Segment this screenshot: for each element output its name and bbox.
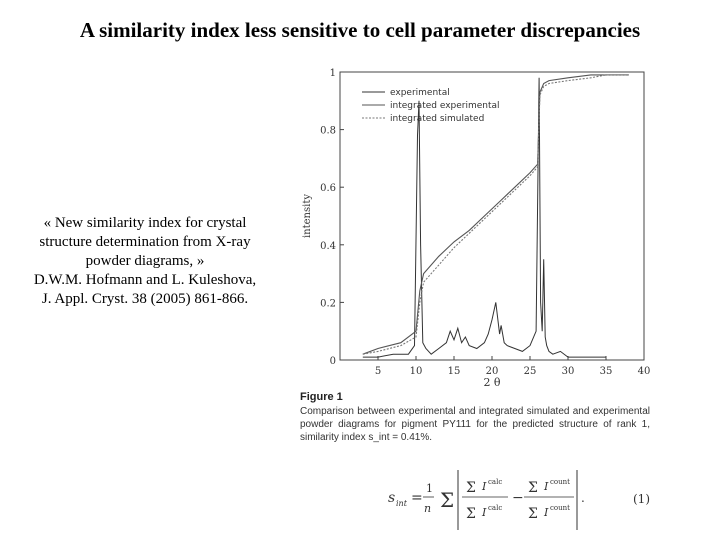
figure-chart: 5 10 15 20 25 30 35 40 0 0.2 0.4 0.6 0.8 1 2 θ intensit… (302, 68, 650, 530)
citation-line: structure determination from X-ray (39, 234, 251, 250)
svg-text:=: = (411, 490, 423, 506)
svg-text:I: I (481, 506, 487, 519)
x-tick-label: 15 (448, 366, 461, 377)
similarity-formula: s int = 1 n Σ Σ I calc Σ I calc − Σ I co… (388, 470, 585, 530)
plot-area: 5 10 15 20 25 30 35 40 0 0.2 0.4 0.6 0.8 1 2 θ intensit… (302, 68, 650, 389)
x-tick-label: 30 (562, 366, 575, 377)
citation-line: J. Appl. Cryst. 38 (2005) 861-866. (41, 291, 249, 307)
svg-text:−: − (512, 490, 524, 506)
svg-text:1: 1 (426, 482, 433, 495)
svg-text:I: I (481, 480, 487, 493)
svg-text:Σ: Σ (440, 488, 454, 512)
plot-frame (339, 71, 645, 361)
x-tick-label: 40 (638, 366, 651, 377)
svg-text:Σ: Σ (528, 506, 538, 522)
citation: « New similarity index for crystal struc… (14, 214, 276, 309)
svg-text:Σ: Σ (466, 480, 476, 496)
citation-line: « New similarity index for crystal (43, 215, 247, 231)
y-axis-label: intensity (302, 194, 313, 238)
y-tick-label: 0.6 (320, 183, 336, 194)
figure-caption-text: Comparison between experimental and inte… (300, 406, 650, 443)
x-tick-label: 5 (375, 366, 381, 377)
x-tick-label: 10 (410, 366, 423, 377)
y-tick-label: 0.8 (320, 126, 336, 137)
svg-text:calc: calc (488, 478, 502, 486)
svg-text:.: . (581, 491, 585, 505)
series-line-2 (362, 74, 629, 355)
y-tick-label: 0.4 (320, 241, 336, 252)
slide-title: A similarity index less sensitive to cel… (79, 18, 641, 42)
svg-text:calc: calc (488, 504, 502, 512)
citation-line: D.W.M. Hofmann and L. Kuleshova, (33, 272, 257, 288)
legend-label: integrated experimental (390, 101, 500, 111)
x-tick-label: 20 (486, 366, 499, 377)
x-tick-label: 35 (600, 366, 613, 377)
citation-line: powder diagrams, » (85, 253, 205, 269)
y-tick-label: 0.2 (320, 298, 336, 309)
legend-label: integrated simulated (390, 114, 484, 124)
x-axis-label: 2 θ (483, 376, 500, 389)
svg-text:int: int (396, 499, 408, 508)
legend-label: experimental (390, 88, 450, 98)
svg-text:I: I (543, 480, 549, 493)
equation-label: (1) (633, 492, 650, 506)
svg-text:I: I (543, 506, 549, 519)
figure-caption-title: Figure 1 (300, 391, 343, 403)
svg-text:s: s (388, 490, 395, 506)
y-tick-label: 1 (330, 68, 336, 79)
y-tick-label: 0 (330, 356, 336, 367)
series-line-0 (362, 77, 606, 358)
x-tick-label: 25 (524, 366, 537, 377)
svg-text:Σ: Σ (528, 480, 538, 496)
svg-text:count: count (550, 478, 570, 486)
svg-text:Σ: Σ (466, 506, 476, 522)
svg-text:count: count (550, 504, 570, 512)
series-line-1 (362, 74, 629, 355)
svg-text:n: n (424, 502, 431, 515)
